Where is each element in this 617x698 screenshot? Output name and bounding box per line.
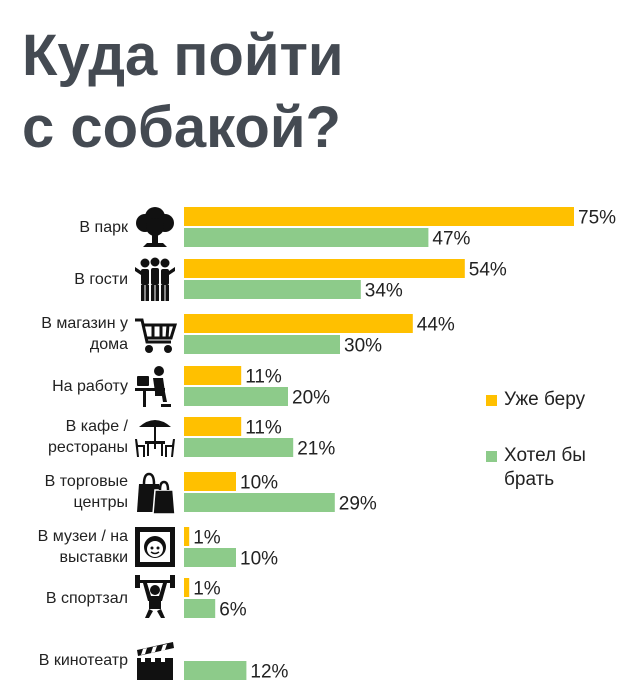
- data-label-already-7: 1%: [193, 579, 221, 600]
- category-label-6: В музеи / на выставки: [4, 526, 128, 568]
- bar-would-like-3: [184, 387, 288, 406]
- legend-label-would-like: Хотел бы брать: [504, 445, 586, 490]
- title-line-2: с собакой?: [22, 95, 341, 160]
- category-label-2: В магазин у дома: [4, 313, 128, 355]
- legend-swatch-would-like: [486, 451, 497, 462]
- people-icon: [133, 255, 177, 303]
- category-label-line: рестораны: [48, 439, 128, 456]
- data-label-already-4: 11%: [245, 418, 282, 439]
- bar-already-2: [184, 314, 413, 333]
- shopping-bags-icon: [133, 468, 177, 516]
- data-label-would-like-8: 12%: [250, 662, 288, 683]
- category-label-line: В парк: [79, 218, 128, 236]
- data-label-would-like-0: 47%: [432, 229, 470, 250]
- category-label-4: В кафе / рестораны: [4, 416, 128, 458]
- data-label-already-2: 44%: [417, 315, 455, 336]
- cafe-table-umbrella-icon: [133, 413, 177, 461]
- category-label-line: В музеи / на: [37, 528, 128, 545]
- data-label-would-like-5: 29%: [339, 494, 377, 515]
- category-label-line: В кафе /: [65, 418, 128, 435]
- category-label-line: центры: [73, 494, 128, 511]
- category-label-8: В кинотеатр: [4, 650, 128, 671]
- tree-icon: [133, 203, 177, 251]
- legend-label-already: Уже беру: [504, 389, 586, 410]
- bar-already-3: [184, 366, 242, 385]
- bar-already-7: [184, 578, 190, 597]
- bar-already-1: [184, 259, 465, 278]
- category-label-line: На работу: [52, 377, 128, 395]
- category-label-line: В кинотеатр: [38, 651, 128, 669]
- data-label-already-3: 11%: [245, 367, 282, 388]
- data-label-would-like-6: 10%: [240, 549, 278, 570]
- bar-would-like-2: [184, 335, 340, 354]
- category-label-1: В гости: [4, 269, 128, 290]
- category-label-line: выставки: [59, 549, 128, 566]
- bar-already-5: [184, 472, 236, 491]
- framed-portrait-icon: [133, 523, 177, 571]
- category-label-line: В гости: [74, 270, 128, 288]
- data-label-already-1: 54%: [469, 260, 507, 281]
- bar-would-like-5: [184, 493, 335, 512]
- data-label-would-like-2: 30%: [344, 336, 382, 357]
- bar-already-4: [184, 417, 242, 436]
- bar-would-like-0: [184, 228, 429, 247]
- category-label-line: В магазин у: [41, 315, 128, 332]
- bar-would-like-6: [184, 548, 236, 567]
- shopping-cart-icon: [133, 310, 178, 358]
- weightlifter-icon: [133, 574, 177, 622]
- bar-would-like-4: [184, 438, 294, 457]
- bar-would-like-8: [184, 661, 247, 680]
- category-label-3: На работу: [4, 376, 128, 397]
- category-label-line: дома: [89, 336, 128, 353]
- clapperboard-icon: [133, 636, 177, 684]
- category-label-line: В спортзал: [45, 589, 128, 607]
- bar-already-6: [184, 527, 190, 546]
- desk-worker-icon: [133, 362, 177, 410]
- data-label-already-0: 75%: [578, 208, 616, 229]
- category-label-0: В парк: [4, 217, 128, 238]
- data-label-would-like-3: 20%: [292, 388, 330, 409]
- chart-title: Куда пойти с собакой?: [22, 20, 582, 164]
- bar-would-like-7: [184, 599, 216, 618]
- category-label-line: В торговые: [44, 473, 128, 490]
- category-label-7: В спортзал: [4, 588, 128, 609]
- data-label-already-6: 1%: [193, 528, 221, 549]
- category-label-5: В торговые центры: [4, 471, 128, 513]
- bar-would-like-1: [184, 280, 361, 299]
- title-line-1: Куда пойти: [22, 23, 344, 88]
- data-label-would-like-1: 34%: [365, 281, 403, 302]
- legend-swatch-already: [486, 395, 497, 406]
- data-label-would-like-4: 21%: [297, 439, 335, 460]
- bar-already-0: [184, 207, 574, 226]
- data-label-already-5: 10%: [240, 473, 278, 494]
- data-label-would-like-7: 6%: [219, 600, 247, 621]
